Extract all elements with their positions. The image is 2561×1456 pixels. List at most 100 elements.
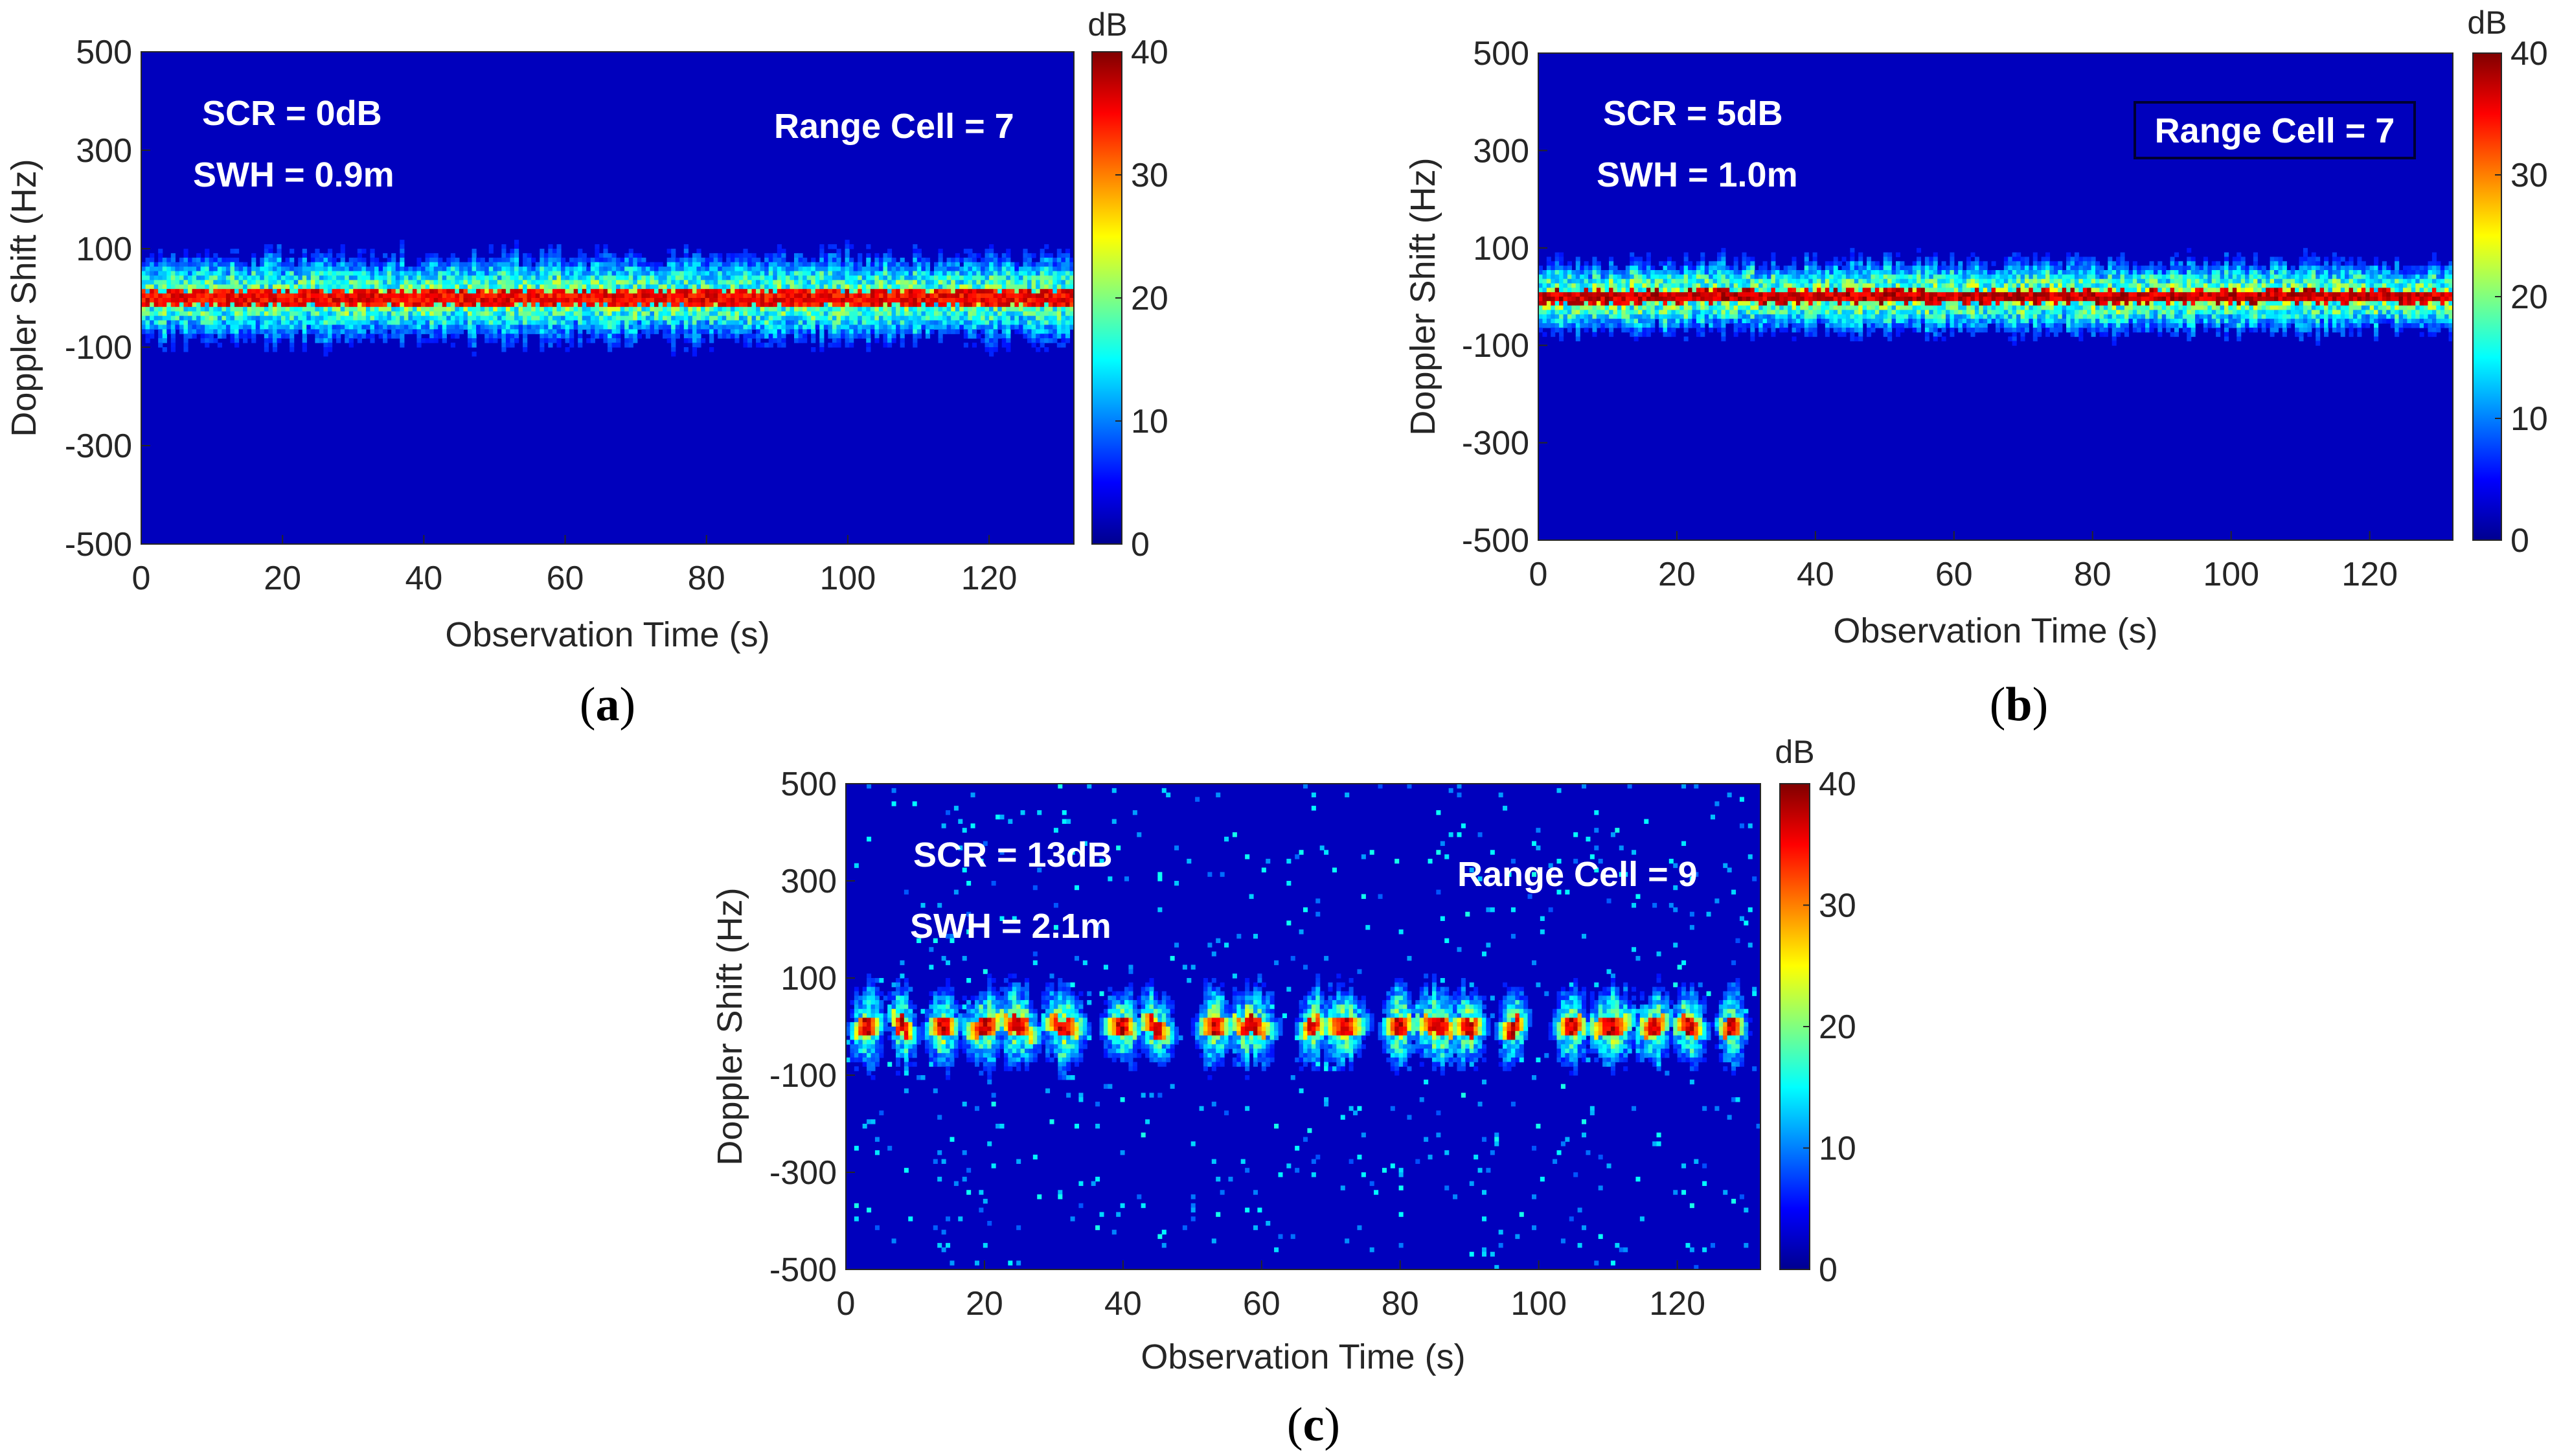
- heatmap-cell: [598, 284, 604, 290]
- heatmap-cell: [1580, 310, 1585, 315]
- heatmap-cell: [1630, 252, 1635, 258]
- heatmap-cell: [836, 262, 841, 267]
- heatmap-cell: [578, 275, 583, 280]
- heatmap-cell: [319, 266, 324, 272]
- heatmap-cell: [578, 284, 583, 290]
- heatmap-cell: [315, 289, 320, 294]
- heatmap-cell: [340, 275, 345, 280]
- heatmap-cell: [764, 289, 769, 294]
- heatmap-cell: [353, 298, 358, 303]
- heatmap-cell: [658, 315, 663, 321]
- heatmap-cell: [1604, 314, 1610, 319]
- heatmap-cell: [590, 311, 595, 317]
- heatmap-cell: [628, 275, 633, 280]
- heatmap-cell: [849, 343, 854, 348]
- heatmap-cell: [645, 280, 651, 285]
- heatmap-cell: [845, 262, 850, 267]
- heatmap-cell: [666, 249, 672, 254]
- heatmap-cell: [773, 262, 778, 267]
- heatmap-cell: [726, 324, 731, 330]
- heatmap-cell: [985, 293, 990, 299]
- heatmap-cell: [608, 343, 613, 348]
- heatmap-cell: [688, 329, 693, 334]
- heatmap-cell: [1567, 310, 1572, 315]
- heatmap-cell: [620, 275, 625, 280]
- heatmap-cell: [1650, 274, 1656, 280]
- heatmap-cell: [1650, 327, 1656, 333]
- heatmap-cell: [819, 320, 825, 326]
- heatmap-cell: [790, 293, 795, 299]
- heatmap-cell: [878, 257, 884, 263]
- heatmap-cell: [391, 311, 396, 317]
- heatmap-cell: [200, 320, 205, 326]
- heatmap-cell: [205, 302, 210, 308]
- heatmap-cell: [598, 334, 604, 339]
- heatmap-cell: [628, 266, 633, 272]
- heatmap-cell: [527, 275, 532, 280]
- heatmap-cell: [1679, 292, 1685, 297]
- heatmap-cell: [459, 320, 464, 326]
- heatmap-cell: [141, 324, 146, 330]
- heatmap-cell: [264, 293, 269, 299]
- heatmap-cell: [815, 271, 820, 277]
- heatmap-cell: [556, 320, 562, 326]
- heatmap-cell: [743, 266, 748, 272]
- heatmap-cell: [145, 298, 150, 303]
- heatmap-cell: [870, 293, 875, 299]
- heatmap-cell: [365, 266, 371, 272]
- heatmap-cell: [1027, 266, 1032, 272]
- heatmap-cell: [425, 302, 430, 308]
- heatmap-cell: [1646, 323, 1651, 328]
- heatmap-cell: [598, 329, 604, 334]
- heatmap-cell: [404, 320, 409, 326]
- heatmap-cell: [205, 266, 210, 272]
- heatmap-cell: [586, 266, 591, 272]
- heatmap-cell: [1630, 269, 1635, 275]
- heatmap-cell: [1001, 324, 1007, 330]
- heatmap-cell: [679, 302, 685, 308]
- heatmap-cell: [896, 266, 901, 272]
- heatmap-cell: [183, 343, 188, 348]
- heatmap-cell: [925, 280, 931, 285]
- heatmap-cell: [561, 293, 566, 299]
- heatmap-cell: [497, 334, 502, 339]
- heatmap-cell: [166, 284, 172, 290]
- heatmap-cell: [548, 289, 553, 294]
- heatmap-cell: [340, 315, 345, 321]
- heatmap-cell: [374, 293, 380, 299]
- heatmap-cell: [896, 320, 901, 326]
- heatmap-cell: [1053, 284, 1058, 290]
- heatmap-cell: [1692, 279, 1697, 284]
- heatmap-cell: [1613, 297, 1618, 302]
- heatmap-cell: [1027, 271, 1032, 277]
- heatmap-cell: [1588, 266, 1593, 271]
- heatmap-cell: [1065, 284, 1071, 290]
- heatmap-cell: [811, 271, 816, 277]
- heatmap-cell: [1663, 327, 1668, 333]
- heatmap-cell: [828, 302, 833, 308]
- heatmap-cell: [196, 315, 201, 321]
- heatmap-cell: [192, 257, 197, 263]
- heatmap-cell: [281, 293, 286, 299]
- heatmap-cell: [1551, 319, 1556, 324]
- heatmap-cell: [997, 298, 1003, 303]
- heatmap-cell: [416, 280, 422, 285]
- heatmap-cell: [238, 311, 244, 317]
- heatmap-cell: [1551, 332, 1556, 337]
- heatmap-cell: [170, 329, 176, 334]
- heatmap-cell: [158, 262, 163, 267]
- heatmap-cell: [332, 262, 337, 267]
- heatmap-cell: [883, 302, 888, 308]
- heatmap-cell: [1716, 310, 1722, 315]
- heatmap-cell: [243, 311, 248, 317]
- heatmap-cell: [310, 284, 315, 290]
- heatmap-cell: [611, 289, 617, 294]
- heatmap-cell: [1700, 274, 1705, 280]
- heatmap-cell: [1048, 320, 1053, 326]
- heatmap-cell: [217, 284, 222, 290]
- heatmap-cell: [666, 306, 672, 312]
- heatmap-cell: [383, 311, 388, 317]
- heatmap-cell: [951, 315, 956, 321]
- heatmap-cell: [997, 302, 1003, 308]
- heatmap-cell: [955, 289, 960, 294]
